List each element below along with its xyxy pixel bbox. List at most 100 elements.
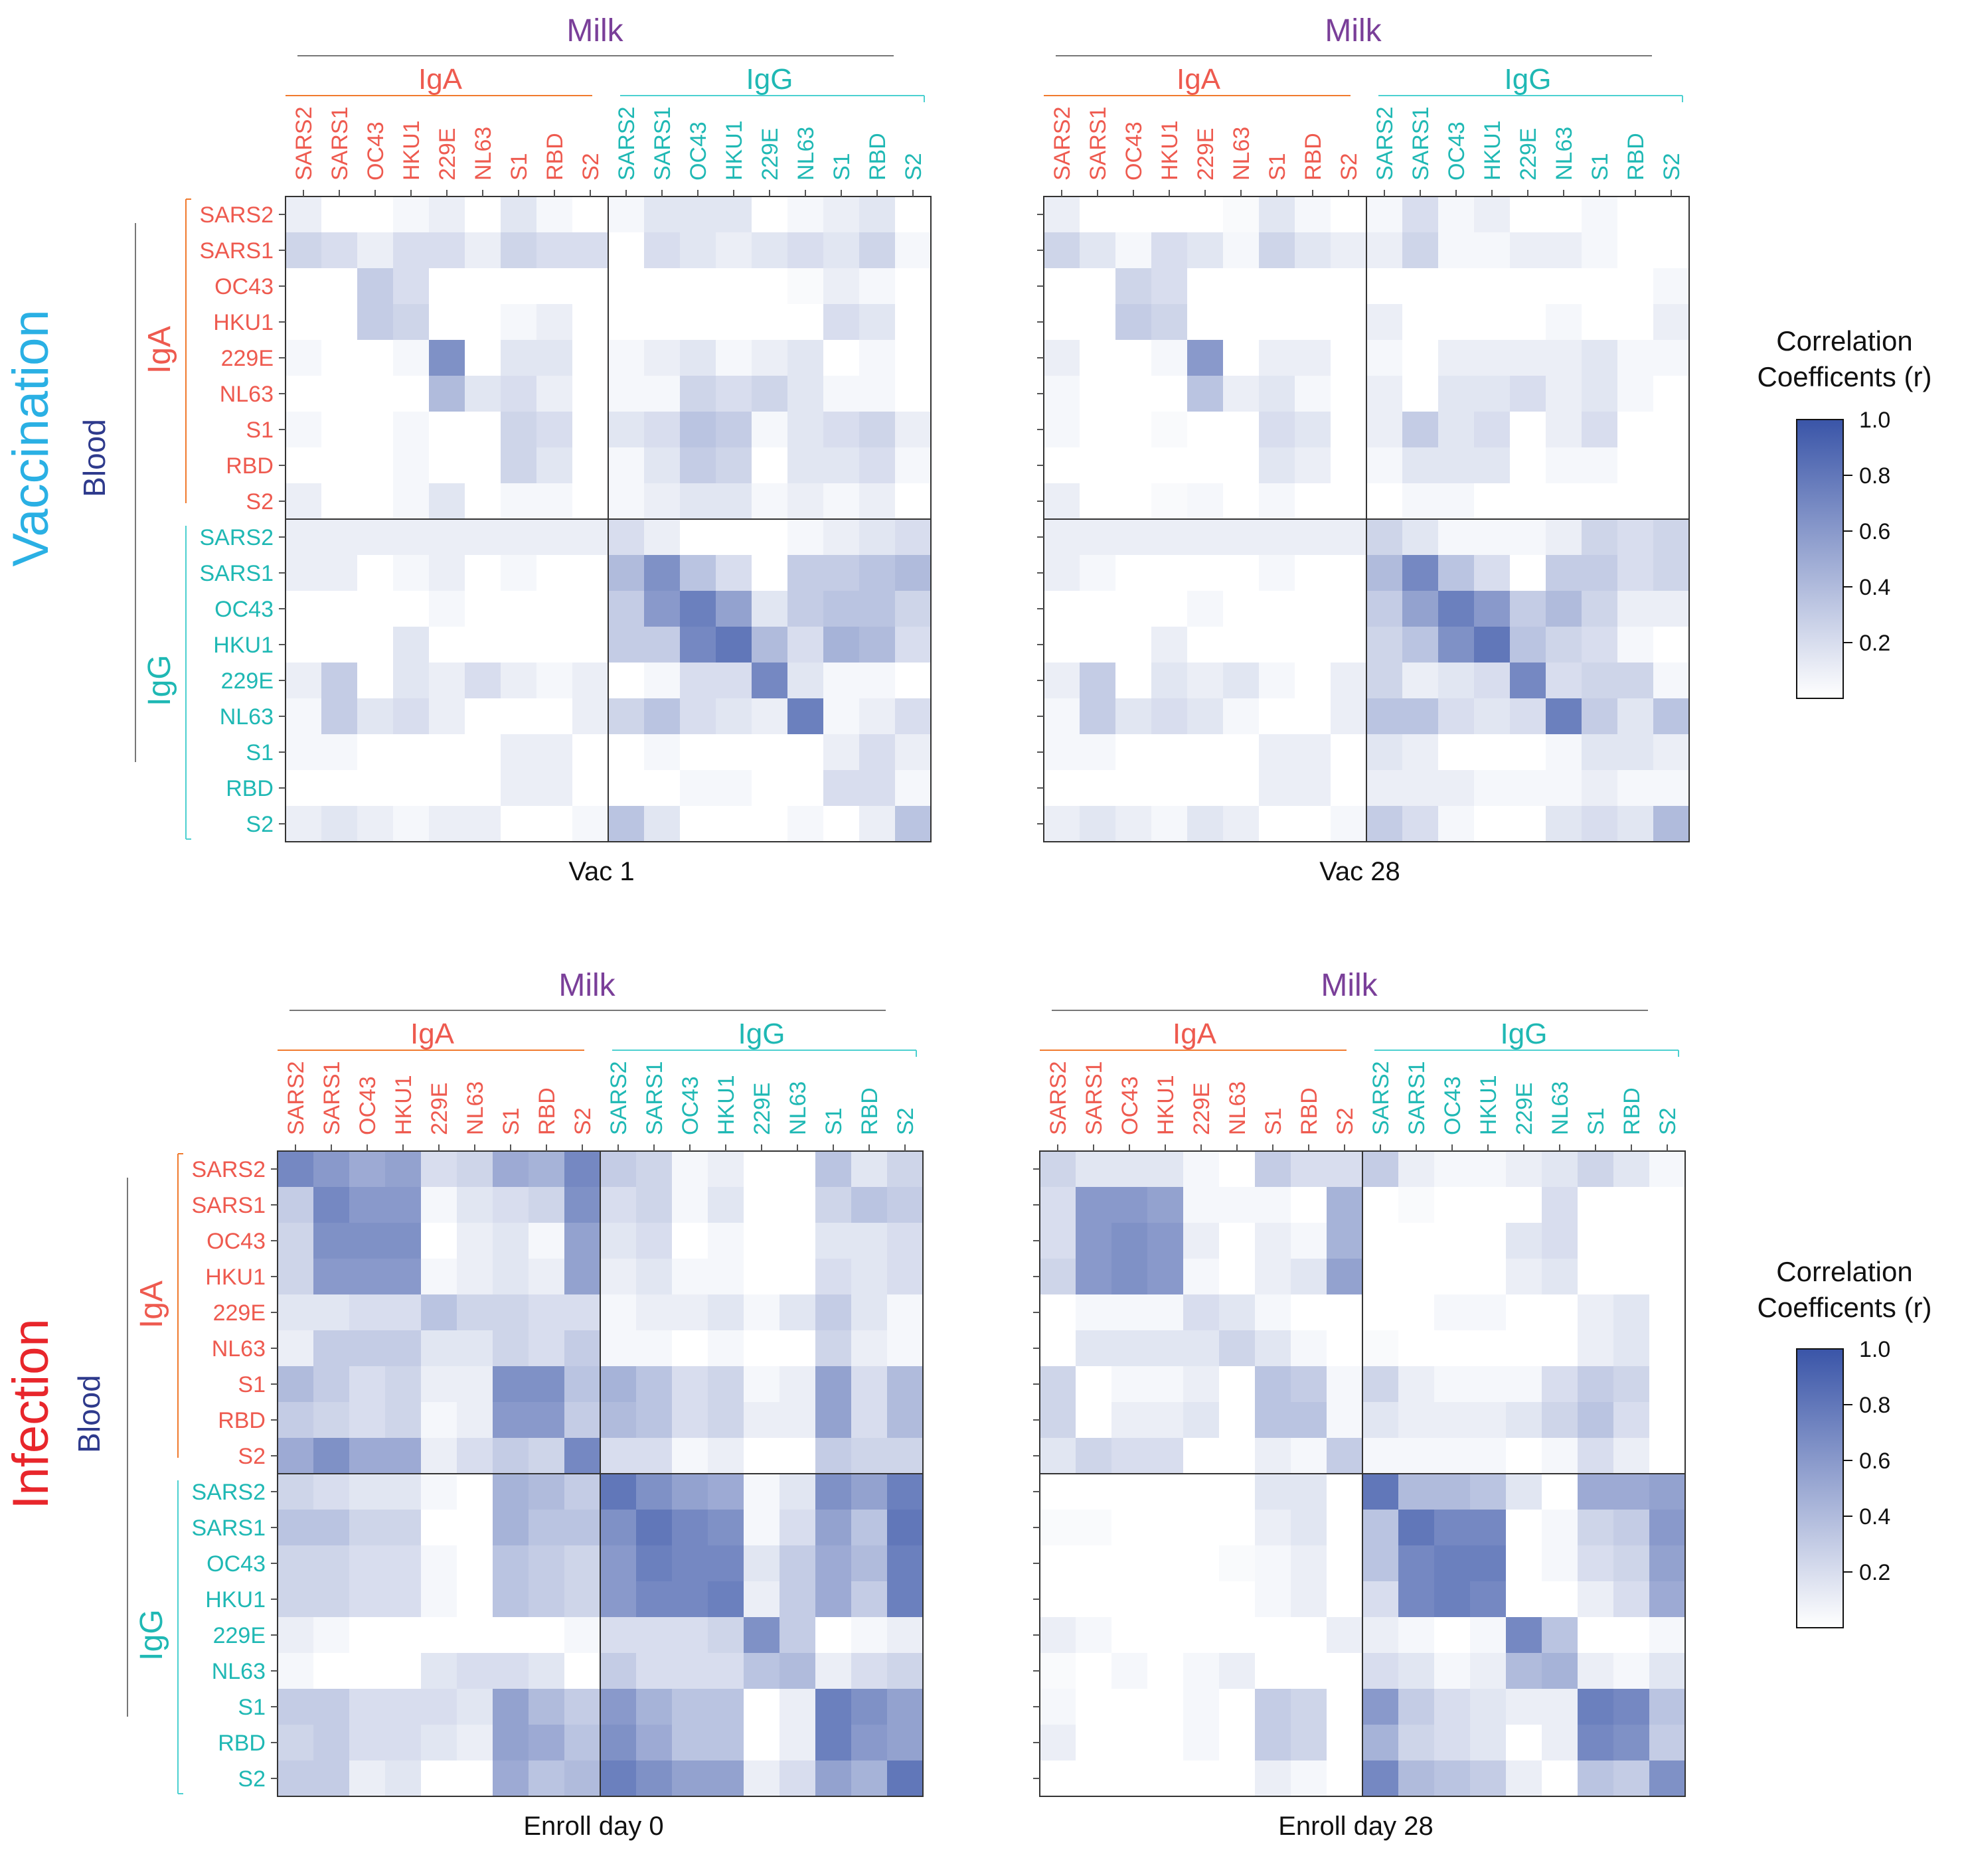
heatmap-cell (1076, 1187, 1112, 1223)
heatmap-cell (1470, 1760, 1507, 1797)
heatmap-cell (744, 1151, 780, 1188)
heatmap-cell (672, 1474, 708, 1510)
heatmap-cell (1223, 698, 1260, 735)
heatmap-cell (1617, 268, 1654, 305)
heatmap-cell (529, 1510, 565, 1546)
y-tick-label: NL63 (212, 1659, 266, 1684)
x-tick-label: 229E (1512, 1083, 1537, 1135)
heatmap-cell (493, 1725, 529, 1761)
x-tick-label: RBD (1301, 133, 1326, 181)
heatmap-cell (787, 627, 824, 663)
heatmap-cell (385, 1259, 422, 1295)
heatmap-cell (572, 519, 609, 556)
heatmap-cell (680, 806, 716, 842)
heatmap-cell (1578, 1760, 1614, 1797)
heatmap-cell (349, 1689, 386, 1725)
heatmap-cell (564, 1366, 601, 1403)
heatmap-cell (887, 1151, 924, 1188)
heatmap-cell (536, 519, 573, 556)
heatmap-cell (752, 340, 788, 376)
heatmap-cell (859, 196, 896, 233)
heatmap-cell (313, 1581, 350, 1618)
heatmap-cell (393, 555, 430, 591)
heatmap-cell (823, 519, 860, 556)
heatmap-cell (851, 1474, 888, 1510)
heatmap-cell (752, 698, 788, 735)
heatmap-cell (1259, 555, 1295, 591)
heatmap-cell (1295, 483, 1331, 520)
heatmap-cell (429, 376, 465, 412)
heatmap-cell (1362, 1689, 1399, 1725)
heatmap-cell (1542, 1438, 1578, 1474)
heatmap-cell (1291, 1617, 1327, 1654)
heatmap-cell (493, 1438, 529, 1474)
colorbar-title-line2: Coefficents (r) (1758, 361, 1932, 392)
heatmap-cell (1362, 1474, 1399, 1510)
heatmap-cell (321, 340, 358, 376)
heatmap-cell (1402, 734, 1439, 771)
heatmap-cell (823, 734, 860, 771)
heatmap-cell (1582, 304, 1618, 341)
heatmap-cell (787, 519, 824, 556)
colorbar-tick-label: 1.0 (1859, 408, 1890, 433)
heatmap-cell (1362, 1760, 1399, 1797)
heatmap-cell (1474, 304, 1511, 341)
heatmap-cell (313, 1294, 350, 1331)
heatmap-cell (1510, 376, 1546, 412)
heatmap-cell (465, 412, 501, 448)
heatmap-cell (465, 627, 501, 663)
heatmap-cell (851, 1760, 888, 1797)
heatmap-cell (859, 447, 896, 484)
heatmap-cell (1255, 1760, 1291, 1797)
heatmap-cell (859, 519, 896, 556)
heatmap-cell (465, 806, 501, 842)
heatmap-cell (1653, 591, 1690, 627)
heatmap-cell (672, 1402, 708, 1439)
heatmap-cell (1617, 734, 1654, 771)
heatmap-cell (1649, 1330, 1686, 1367)
heatmap-cell (421, 1545, 457, 1582)
heatmap-cell (564, 1294, 601, 1331)
heatmap-cell (1506, 1151, 1542, 1188)
heatmap-cell (1546, 734, 1582, 771)
heatmap-cell (1327, 1187, 1363, 1223)
x-tick-label: SARS2 (1368, 1061, 1394, 1136)
heatmap-cell (1617, 698, 1654, 735)
heatmap-cell (349, 1510, 386, 1546)
y-tick-label: RBD (226, 453, 274, 479)
heatmap-cell (349, 1725, 386, 1761)
heatmap-cell (572, 340, 609, 376)
heatmap-cell (1327, 1151, 1363, 1188)
heatmap-cell (1151, 591, 1188, 627)
heatmap-cell (429, 627, 465, 663)
heatmap-cell (421, 1760, 457, 1797)
heatmap-cell (608, 770, 645, 807)
heatmap-cell (859, 770, 896, 807)
heatmap-cell (600, 1330, 637, 1367)
heatmap-cell (1582, 232, 1618, 269)
heatmap-cell (536, 268, 573, 305)
heatmap-cell (680, 268, 716, 305)
heatmap-cell (680, 591, 716, 627)
heatmap-cell (457, 1151, 493, 1188)
heatmap-cell (1111, 1617, 1148, 1654)
heatmap-cell (1040, 1760, 1076, 1797)
heatmap-cell (1546, 627, 1582, 663)
heatmap-cell (1223, 196, 1260, 233)
heatmap-cell (708, 1330, 744, 1367)
heatmap-cell (1578, 1366, 1614, 1403)
heatmap-cell (1115, 806, 1152, 842)
heatmap-cell (1438, 770, 1475, 807)
heatmap-cell (1542, 1545, 1578, 1582)
heatmap-cell (716, 519, 752, 556)
heatmap-cell (716, 412, 752, 448)
x-tick-label: S2 (1337, 153, 1362, 181)
heatmap-cell (1076, 1581, 1112, 1618)
heatmap-cell (859, 591, 896, 627)
heatmap-cell (1223, 627, 1260, 663)
heatmap-cell (1649, 1725, 1686, 1761)
y-tick-label: S2 (238, 1766, 266, 1792)
heatmap-cell (1259, 447, 1295, 484)
heatmap-cell (895, 483, 932, 520)
heatmap-cell (321, 376, 358, 412)
